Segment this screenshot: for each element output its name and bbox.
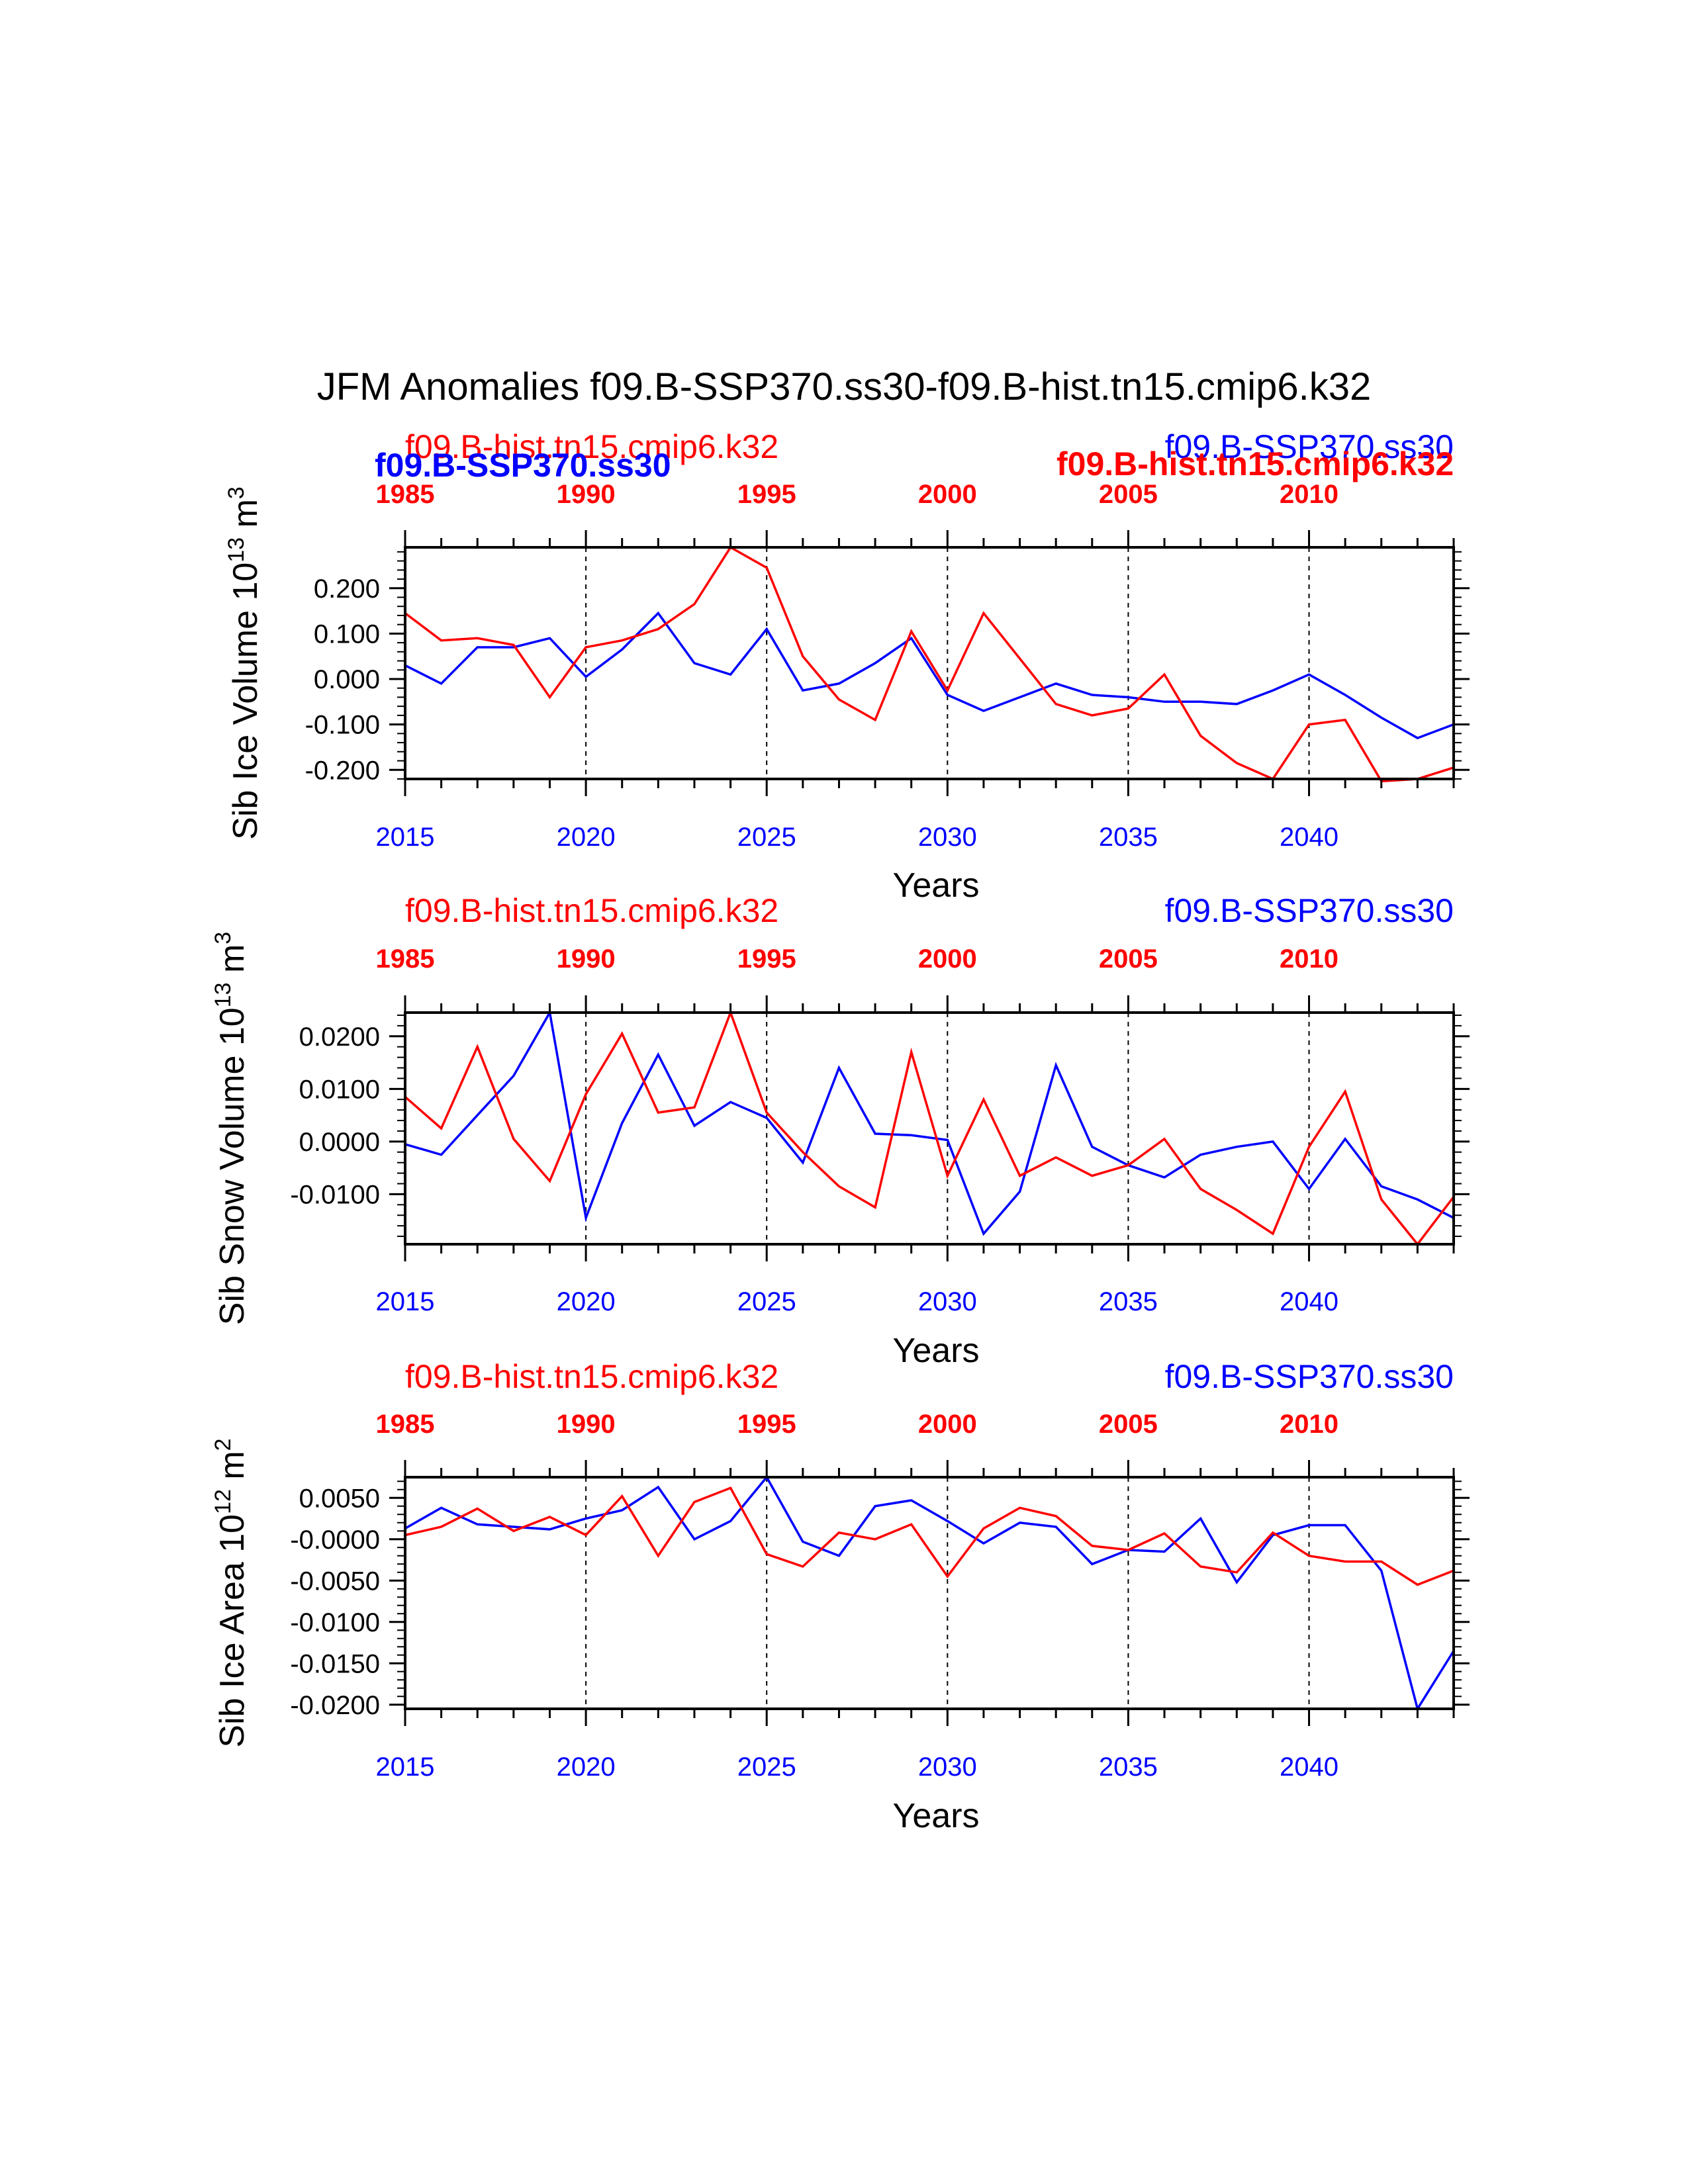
figure-title: JFM Anomalies f09.B-SSP370.ss30-f09.B-hi… <box>317 365 1372 408</box>
series-line <box>404 611 1454 740</box>
series-line <box>404 545 1454 783</box>
x-axis-label: Years <box>892 866 979 905</box>
y-tick-label: 0.0100 <box>299 1075 380 1104</box>
x-tick-label-top: 2005 <box>1099 1410 1158 1439</box>
x-tick-label-bottom: 2030 <box>918 1752 977 1782</box>
ssp-run-label: f09.B-SSP370.ss30 <box>1165 892 1454 929</box>
x-tick-label-bottom: 2025 <box>737 1752 796 1782</box>
y-tick-label: 0.0050 <box>299 1484 380 1513</box>
x-tick-label-bottom: 2020 <box>557 1752 616 1782</box>
x-tick-label-bottom: 2040 <box>1280 1287 1338 1316</box>
y-axis-label-unit: m <box>226 499 265 537</box>
y-axis-label: Sib Snow Volume 1013 m3 <box>211 932 252 1325</box>
x-tick-label-bottom: 2025 <box>737 823 796 852</box>
x-tick-label-top: 1995 <box>737 1410 796 1439</box>
x-axis-label: Years <box>892 1797 979 1835</box>
x-tick-label-bottom: 2015 <box>376 1752 435 1782</box>
x-tick-label-top: 2010 <box>1280 480 1338 509</box>
x-tick-label-top: 2010 <box>1280 1410 1338 1439</box>
x-tick-label-top: 1995 <box>737 944 796 974</box>
y-tick-label: -0.0200 <box>290 1691 380 1720</box>
y-axis-label: Sib Ice Volume 1013 m3 <box>224 486 265 840</box>
y-axis-label-text: Sib Ice Volume 10 <box>226 563 265 840</box>
y-tick-label: 0.200 <box>314 574 380 604</box>
series-line <box>404 1009 1455 1246</box>
y-tick-label: 0.0000 <box>299 1128 380 1157</box>
hist-run-label-bold: f09.B-hist.tn15.cmip6.k32 <box>1056 445 1454 482</box>
hist-run-label: f09.B-hist.tn15.cmip6.k32 <box>405 428 778 465</box>
y-axis-label-unit-exponent: 3 <box>211 932 236 944</box>
plot-frame <box>404 546 1455 780</box>
x-tick-label-bottom: 2035 <box>1099 1752 1158 1782</box>
hist-run-label: f09.B-hist.tn15.cmip6.k32 <box>405 892 778 929</box>
x-axis-label: Years <box>892 1332 979 1370</box>
y-tick-label: 0.0200 <box>299 1023 380 1052</box>
plot-frame <box>404 1011 1455 1246</box>
x-tick-label-top: 2000 <box>918 480 977 509</box>
x-tick-label-top: 1985 <box>376 480 435 509</box>
ssp-run-label-bold: f09.B-SSP370.ss30 <box>375 447 671 484</box>
panel-2: 2015 2020 2025 2030 2035 2040 1985 1990 1995 2000… <box>211 892 1470 1370</box>
x-tick-label-top: 1985 <box>376 944 435 974</box>
series-line <box>404 1475 1455 1712</box>
plot-frame <box>404 1476 1455 1710</box>
y-axis-label-unit-exponent: 2 <box>211 1438 236 1451</box>
x-tick-label-top: 1985 <box>376 1410 435 1439</box>
ssp-run-label: f09.B-SSP370.ss30 <box>1165 428 1454 465</box>
x-tick-label-bottom: 2015 <box>376 1287 435 1316</box>
y-tick-label: -0.0150 <box>290 1649 380 1678</box>
y-axis-label-unit: m <box>213 944 252 983</box>
y-axis-label-exponent: 13 <box>224 537 249 563</box>
ssp-run-label: f09.B-SSP370.ss30 <box>1165 1358 1454 1395</box>
y-axis-label-unit-exponent: 3 <box>224 486 249 499</box>
x-tick-label-top: 2000 <box>918 1410 977 1439</box>
panel-1: 2015 2020 2025 2030 2035 2040 1985 1990 1995 2000… <box>224 428 1470 905</box>
series-line <box>404 1486 1454 1586</box>
x-tick-label-bottom: 2035 <box>1099 1287 1158 1316</box>
x-tick-label-top: 2005 <box>1099 480 1158 509</box>
y-axis-label: Sib Ice Area 1012 m2 <box>211 1438 252 1747</box>
y-axis-label-text: Sib Snow Volume 10 <box>213 1007 252 1325</box>
y-tick-label: 0.000 <box>314 665 380 694</box>
x-tick-label-bottom: 2020 <box>557 1287 616 1316</box>
x-tick-label-bottom: 2015 <box>376 823 435 852</box>
series-line <box>404 1009 1454 1236</box>
y-tick-label: -0.0050 <box>290 1567 380 1596</box>
x-tick-label-top: 1995 <box>737 480 796 509</box>
x-tick-label-bottom: 2030 <box>918 823 977 852</box>
x-tick-label-top: 1990 <box>557 1410 616 1439</box>
x-tick-label-bottom: 2020 <box>557 823 616 852</box>
hist-run-label: f09.B-hist.tn15.cmip6.k32 <box>405 1358 778 1395</box>
x-tick-label-top: 2005 <box>1099 944 1158 974</box>
x-tick-label-top: 1990 <box>557 480 616 509</box>
x-tick-label-top: 1990 <box>557 944 616 974</box>
y-tick-label: -0.100 <box>305 711 380 740</box>
x-tick-label-top: 2000 <box>918 944 977 974</box>
x-tick-label-bottom: 2040 <box>1280 1752 1338 1782</box>
y-axis-label-text: Sib Ice Area 10 <box>213 1514 252 1748</box>
y-tick-label: -0.0000 <box>290 1525 380 1555</box>
x-tick-label-bottom: 2030 <box>918 1287 977 1316</box>
panel-3: 2015 2020 2025 2030 2035 2040 1985 1990 1995 2000… <box>211 1358 1470 1835</box>
y-tick-label: -0.200 <box>305 756 380 785</box>
x-tick-label-bottom: 2040 <box>1280 823 1338 852</box>
x-tick-label-top: 2010 <box>1280 944 1338 974</box>
panels: 2015 2020 2025 2030 2035 2040 1985 1990 1995 2000… <box>211 428 1470 1835</box>
x-tick-label-bottom: 2025 <box>737 1287 796 1316</box>
x-tick-label-bottom: 2035 <box>1099 823 1158 852</box>
y-axis-label-unit: m <box>213 1451 252 1489</box>
y-tick-label: 0.100 <box>314 619 380 649</box>
y-axis-label-exponent: 13 <box>211 983 236 1008</box>
y-tick-label: -0.0100 <box>290 1608 380 1637</box>
y-axis-label-exponent: 12 <box>211 1489 236 1514</box>
y-tick-label: -0.0100 <box>290 1180 380 1209</box>
